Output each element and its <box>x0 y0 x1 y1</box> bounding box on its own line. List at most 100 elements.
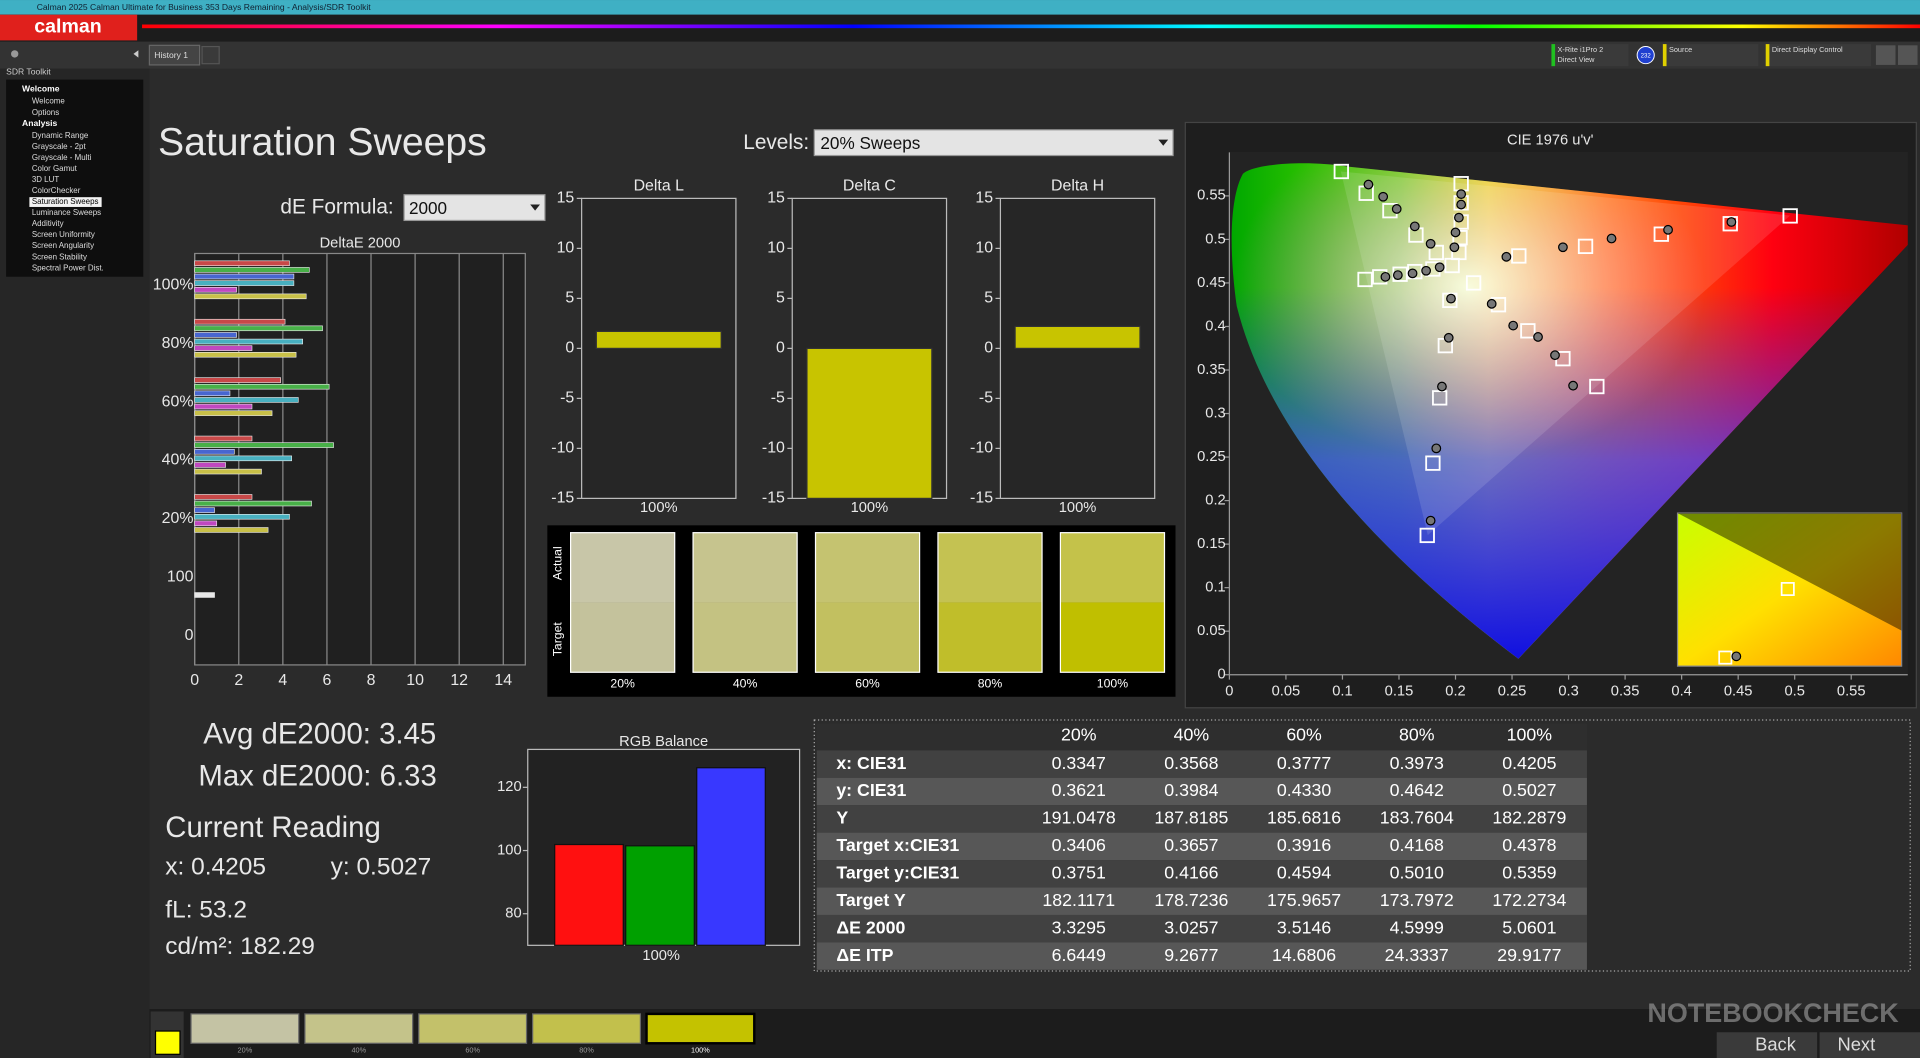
y-tick-label: 10 <box>557 240 575 257</box>
back-label[interactable]: Back <box>1755 1034 1797 1055</box>
measured-point <box>1508 320 1519 331</box>
x-tick-label: 8 <box>367 672 376 689</box>
measured-point <box>1434 262 1445 273</box>
back-button[interactable] <box>1716 1032 1818 1058</box>
table-cell: 3.0257 <box>1164 917 1218 937</box>
bar <box>194 280 295 286</box>
next-button[interactable] <box>1819 1032 1920 1058</box>
row-label: x: CIE31 <box>836 753 906 773</box>
levels-dropdown[interactable] <box>813 129 1174 157</box>
table-cell: 0.3916 <box>1277 835 1331 855</box>
tree-item[interactable]: Screen Angularity <box>32 241 94 250</box>
levels-value[interactable]: 20% Sweeps <box>820 133 920 153</box>
table-cell: 0.3406 <box>1052 835 1106 855</box>
level-swatch[interactable] <box>532 1013 642 1044</box>
measured-point <box>1501 251 1512 262</box>
sidebar-collapse[interactable] <box>133 50 139 58</box>
add-tab[interactable] <box>201 45 220 65</box>
display-box[interactable] <box>1765 44 1872 67</box>
rainbow-line <box>142 24 1920 29</box>
bar <box>194 448 235 455</box>
y-tick-label: 5 <box>776 290 785 307</box>
tab[interactable] <box>148 44 201 66</box>
row-label: Y <box>836 808 848 828</box>
spectral-locus <box>1231 163 1908 659</box>
tree-item[interactable]: Grayscale - Multi <box>32 153 92 162</box>
table-cell: 0.4166 <box>1164 863 1218 883</box>
tree-item[interactable]: Luminance Sweeps <box>32 208 101 217</box>
table-cell: 187.8185 <box>1154 808 1228 828</box>
tab-label[interactable]: History 1 <box>154 50 188 60</box>
bar <box>194 318 286 325</box>
table-cell: 3.3295 <box>1052 917 1106 937</box>
y-tick-label: -15 <box>551 490 574 507</box>
meter-badge[interactable] <box>1636 46 1655 65</box>
logo-box[interactable] <box>0 14 138 41</box>
level-label[interactable]: 20% <box>238 1046 253 1055</box>
level-swatch[interactable] <box>645 1012 756 1045</box>
options-button[interactable] <box>1897 45 1918 65</box>
target-point <box>1465 275 1482 291</box>
tree-item[interactable]: Grayscale - 2pt <box>32 142 87 151</box>
table-cell: 5.0601 <box>1502 917 1556 937</box>
reading-x: x: 0.4205 <box>165 854 266 881</box>
tree-group[interactable]: Welcome <box>22 84 60 94</box>
swatch-border <box>692 532 798 673</box>
window-title: Calman 2025 Calman Ultimate for Business… <box>37 2 372 12</box>
table-cell: 182.2879 <box>1492 808 1566 828</box>
tree-item[interactable]: Screen Uniformity <box>32 230 95 239</box>
swatch-label: 100% <box>1097 677 1128 691</box>
source-box[interactable] <box>1662 44 1759 67</box>
meter-box[interactable] <box>1551 44 1629 67</box>
tree-item[interactable]: Spectral Power Dist. <box>32 263 104 272</box>
bar <box>194 527 269 533</box>
tree-group[interactable]: Analysis <box>22 118 57 128</box>
bar <box>194 338 303 345</box>
target-point <box>1425 455 1441 471</box>
row-label: Target <box>551 622 565 657</box>
table-cell: 0.4168 <box>1390 835 1444 855</box>
meter-mode: Direct View <box>1558 55 1596 64</box>
y-tick-label: 60% <box>162 393 194 410</box>
tree-item[interactable]: Additivity <box>32 219 64 228</box>
measured-point <box>1425 515 1436 526</box>
next-label[interactable]: Next <box>1837 1034 1875 1055</box>
measured-point <box>1425 238 1436 249</box>
level-label[interactable]: 100% <box>691 1046 710 1055</box>
row-label: Target x:CIE31 <box>836 835 959 855</box>
actual-swatch <box>693 532 798 603</box>
tree-item[interactable]: Color Gamut <box>32 164 78 173</box>
bar <box>625 845 695 946</box>
level-label[interactable]: 80% <box>579 1046 594 1055</box>
tree-item[interactable]: ColorChecker <box>32 186 81 195</box>
tree-item[interactable]: Saturation Sweeps <box>32 197 99 206</box>
level-label[interactable]: 40% <box>351 1046 366 1055</box>
sidebar-pin[interactable] <box>11 50 19 58</box>
tree-item[interactable]: Options <box>32 108 59 117</box>
app-logo[interactable]: calman <box>34 16 101 38</box>
current-swatch <box>154 1030 181 1055</box>
target-point <box>1511 248 1527 264</box>
formula-dropdown[interactable] <box>403 194 546 222</box>
tree-item[interactable]: Dynamic Range <box>32 131 89 140</box>
level-label[interactable]: 60% <box>465 1046 480 1055</box>
y-tick-label: -15 <box>762 490 785 507</box>
tree-item[interactable]: Welcome <box>32 97 66 106</box>
measured-point <box>1449 242 1460 253</box>
tree-item[interactable]: 3D LUT <box>32 175 59 184</box>
tree-item[interactable]: Screen Stability <box>32 252 87 261</box>
table-row <box>816 805 1587 833</box>
meter-status <box>1551 44 1556 67</box>
y-tick-label: 5 <box>565 290 574 307</box>
measured-point <box>1606 233 1617 244</box>
level-swatch[interactable] <box>304 1013 414 1044</box>
level-swatch[interactable] <box>190 1013 300 1044</box>
table-cell: 175.9657 <box>1267 890 1341 910</box>
formula-value[interactable]: 2000 <box>409 198 447 218</box>
level-swatch[interactable] <box>418 1013 528 1044</box>
y-tick-label: 20% <box>162 510 194 527</box>
row-label: Actual <box>551 546 565 580</box>
table-cell: 3.5146 <box>1277 917 1331 937</box>
y-tick-label: 0.2 <box>1205 492 1225 508</box>
settings-button[interactable] <box>1875 45 1896 65</box>
